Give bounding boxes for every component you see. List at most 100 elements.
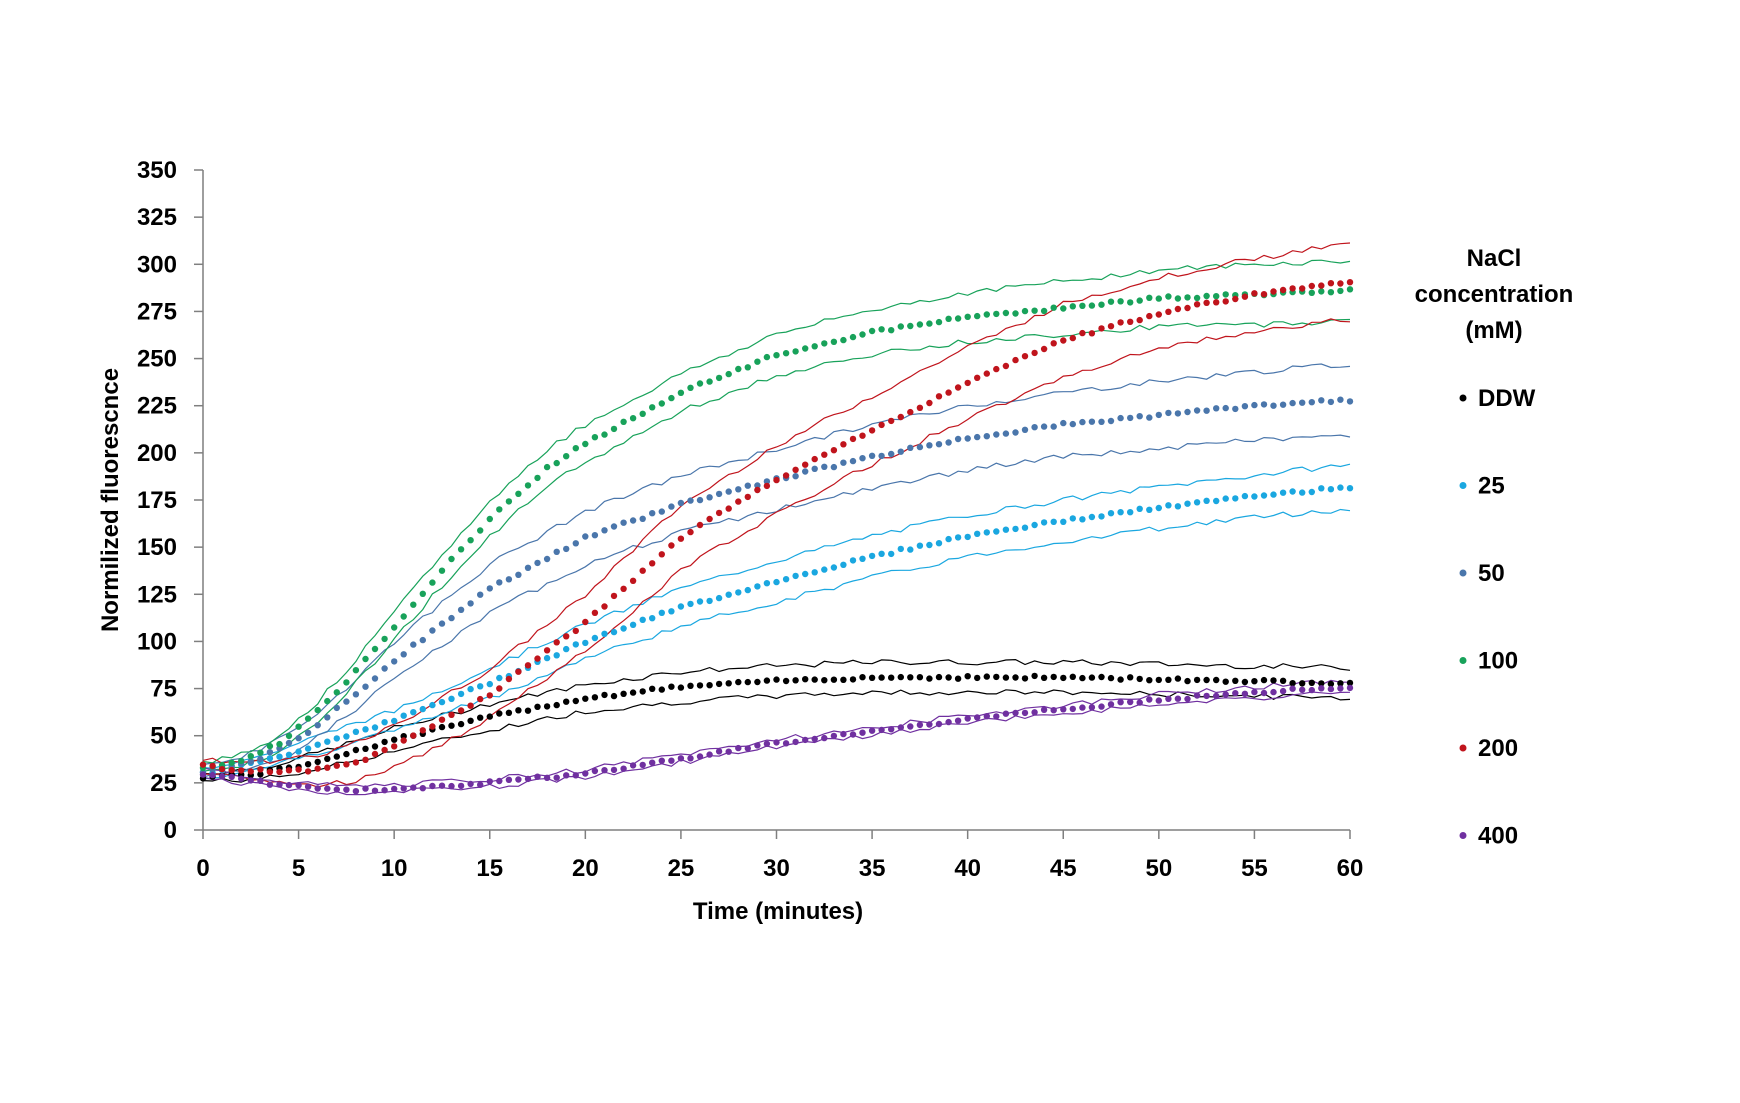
series-400-point bbox=[1260, 689, 1268, 697]
series-100-point bbox=[1193, 294, 1201, 302]
x-tick-label: 40 bbox=[954, 855, 981, 882]
legend-marker-200 bbox=[1459, 744, 1467, 752]
series-50-point bbox=[1021, 426, 1029, 433]
series-100-point bbox=[400, 613, 407, 620]
series-200-point bbox=[1021, 353, 1029, 360]
series-100-point bbox=[639, 410, 646, 417]
series-25-point bbox=[1031, 521, 1038, 529]
series-25-point bbox=[629, 621, 637, 628]
series-50-point bbox=[620, 519, 627, 526]
series-400-point bbox=[1279, 687, 1287, 695]
series-100-point bbox=[1079, 302, 1086, 309]
series-400-point bbox=[802, 736, 809, 744]
series-50-point bbox=[1136, 413, 1143, 420]
series-DDW-point bbox=[352, 746, 360, 754]
series-DDW-point bbox=[1136, 675, 1143, 683]
series-100-point bbox=[276, 740, 283, 748]
series-400-point bbox=[285, 781, 293, 789]
y-tick-label: 75 bbox=[150, 676, 177, 703]
series-200-point bbox=[324, 764, 331, 771]
series-DDW-point bbox=[1222, 678, 1229, 685]
series-400-point bbox=[1117, 699, 1124, 706]
series-DDW-point bbox=[1021, 675, 1029, 682]
series-100-point bbox=[314, 706, 321, 714]
x-tick-label: 30 bbox=[763, 855, 790, 882]
series-400-point bbox=[1107, 701, 1115, 708]
series-50-point bbox=[419, 636, 426, 644]
y-tick-label: 275 bbox=[137, 298, 177, 325]
x-tick-label: 50 bbox=[1145, 855, 1172, 882]
series-25-point bbox=[1050, 518, 1057, 525]
series-25-point bbox=[1279, 489, 1287, 496]
series-100-point bbox=[295, 723, 302, 730]
series-50-point bbox=[964, 435, 971, 442]
series-25-point bbox=[773, 578, 780, 586]
series-DDW-point bbox=[935, 673, 943, 681]
series-25-point bbox=[1136, 505, 1143, 512]
series-200-point bbox=[983, 370, 990, 377]
series-200-point bbox=[591, 609, 599, 616]
series-400-point bbox=[773, 739, 780, 746]
series-DDW-point bbox=[782, 677, 790, 685]
series-100-point bbox=[1098, 301, 1105, 308]
series-200-point bbox=[802, 461, 809, 468]
series-DDW-point bbox=[802, 676, 809, 683]
series-400-point bbox=[1127, 698, 1134, 706]
series-200-point bbox=[993, 365, 1000, 373]
series-DDW-point bbox=[1174, 675, 1182, 682]
series-200-point bbox=[1346, 279, 1354, 286]
series-25-point bbox=[429, 701, 436, 709]
y-tick-label: 175 bbox=[137, 487, 177, 514]
series-400-point bbox=[218, 773, 226, 780]
series-50-point bbox=[1337, 396, 1344, 403]
series-DDW-point bbox=[1241, 678, 1249, 686]
series-25-point bbox=[1060, 518, 1067, 525]
series-200-point bbox=[1107, 323, 1115, 330]
series-200-point bbox=[763, 482, 771, 490]
series-50-point bbox=[572, 540, 579, 547]
series-25-point bbox=[763, 580, 771, 587]
series-200-point bbox=[1088, 330, 1096, 337]
series-50-point bbox=[1203, 407, 1210, 414]
series-400-point bbox=[945, 718, 952, 726]
series-DDW-point bbox=[391, 736, 398, 743]
series-400-point bbox=[926, 721, 933, 728]
series-200-point bbox=[1213, 299, 1220, 306]
series-400-point bbox=[696, 753, 704, 760]
series-25-point bbox=[266, 755, 274, 762]
series-25-point bbox=[1308, 488, 1316, 496]
series-200-point bbox=[620, 585, 627, 592]
series-DDW-point bbox=[668, 683, 675, 690]
series-100-point bbox=[773, 352, 780, 359]
series-100-point bbox=[888, 327, 895, 334]
series-100-point bbox=[687, 384, 694, 391]
series-100-point bbox=[324, 697, 331, 705]
series-50-point bbox=[868, 452, 876, 459]
series-DDW-point bbox=[964, 673, 971, 680]
series-200-point bbox=[515, 668, 522, 675]
series-25-point bbox=[964, 533, 971, 541]
series-200-point bbox=[572, 627, 579, 635]
series-DDW-point bbox=[792, 677, 799, 684]
series-50-point bbox=[983, 433, 990, 440]
series-400-point bbox=[1222, 691, 1229, 698]
series-200-point bbox=[496, 685, 503, 692]
series-100-point bbox=[1222, 291, 1229, 298]
series-400-point bbox=[715, 748, 723, 755]
series-100-point bbox=[878, 326, 885, 333]
series-200-point bbox=[1098, 325, 1105, 332]
series-400-point bbox=[629, 762, 637, 769]
series-400-point bbox=[266, 781, 274, 788]
x-tick-label: 0 bbox=[196, 855, 209, 882]
series-50-point bbox=[897, 448, 904, 455]
x-axis-title: Time (minutes) bbox=[693, 898, 863, 925]
series-400-point bbox=[371, 787, 379, 794]
series-100-point bbox=[926, 320, 933, 327]
series-50-point bbox=[591, 532, 599, 539]
series-DDW-point bbox=[1337, 680, 1344, 687]
series-50-point bbox=[1040, 423, 1048, 430]
series-25-point bbox=[1174, 503, 1182, 510]
series-25-point bbox=[1299, 489, 1306, 496]
series-200-point bbox=[429, 723, 436, 730]
